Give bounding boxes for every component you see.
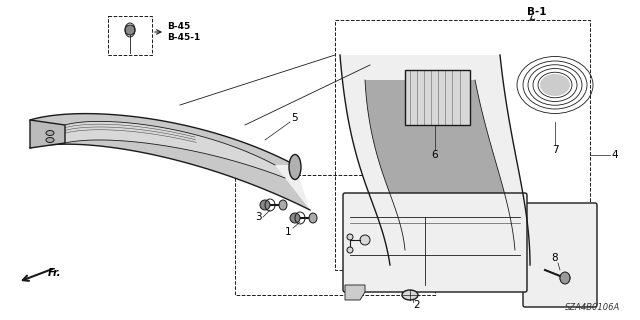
Text: 6: 6 [432, 150, 438, 160]
FancyBboxPatch shape [343, 193, 527, 292]
Text: 4: 4 [612, 150, 618, 160]
Text: 1: 1 [285, 227, 291, 237]
Polygon shape [340, 55, 530, 265]
Text: B-45: B-45 [167, 21, 190, 30]
FancyBboxPatch shape [410, 75, 465, 120]
Ellipse shape [309, 213, 317, 223]
Circle shape [347, 234, 353, 240]
Polygon shape [65, 121, 285, 178]
Text: 7: 7 [552, 145, 558, 155]
Text: 2: 2 [413, 300, 420, 310]
Polygon shape [365, 80, 515, 250]
Circle shape [560, 273, 570, 283]
Polygon shape [30, 140, 310, 210]
Text: 8: 8 [552, 253, 558, 263]
Text: SZA4B0106A: SZA4B0106A [564, 303, 620, 312]
Ellipse shape [540, 74, 570, 96]
Polygon shape [30, 114, 295, 165]
FancyBboxPatch shape [523, 203, 597, 307]
Ellipse shape [289, 155, 301, 180]
Circle shape [290, 213, 300, 223]
Ellipse shape [402, 290, 418, 300]
Text: B-1: B-1 [527, 7, 547, 17]
Ellipse shape [46, 138, 54, 142]
Circle shape [125, 25, 135, 35]
Polygon shape [345, 285, 365, 300]
Circle shape [360, 235, 370, 245]
Polygon shape [405, 70, 470, 125]
Polygon shape [30, 114, 310, 210]
Ellipse shape [279, 200, 287, 210]
Ellipse shape [46, 131, 54, 135]
Text: Fr.: Fr. [48, 268, 61, 278]
Text: 3: 3 [255, 212, 261, 222]
Circle shape [260, 200, 270, 210]
Text: B-45-1: B-45-1 [167, 33, 200, 42]
Polygon shape [30, 120, 65, 148]
Ellipse shape [560, 272, 570, 284]
Text: 5: 5 [292, 113, 298, 123]
Circle shape [347, 247, 353, 253]
